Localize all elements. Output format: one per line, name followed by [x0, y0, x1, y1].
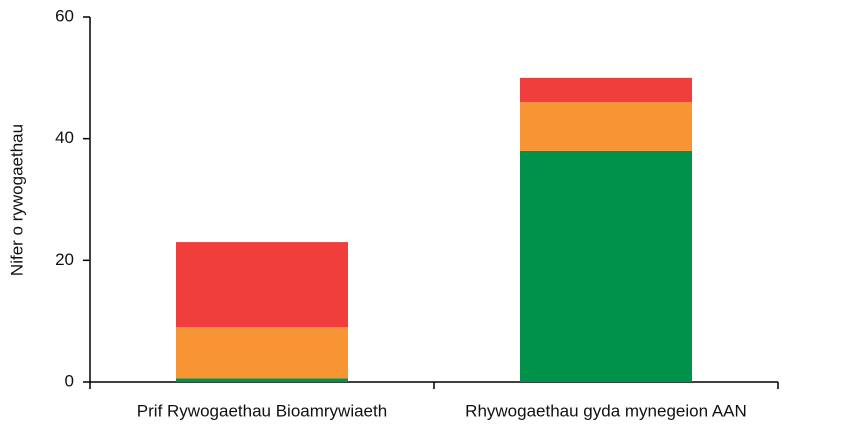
x-tick-label: Prif Rywogaethau Bioamrywiaeth [137, 401, 387, 420]
y-tick-label: 40 [55, 128, 74, 147]
y-tick-label: 20 [55, 250, 74, 269]
bar-segment [520, 150, 692, 382]
x-tick-label: Rhywogaethau gyda mynegeion AAN [465, 401, 747, 420]
y-tick-label: 60 [55, 6, 74, 25]
y-axis-label: Nifer o rywogaethau [7, 124, 26, 276]
bar-segment [176, 242, 348, 328]
bar-segment [520, 77, 692, 103]
bar-segment [176, 327, 348, 379]
bar-segment [520, 102, 692, 151]
y-tick-label: 0 [65, 371, 74, 390]
bar-segment [176, 378, 348, 382]
